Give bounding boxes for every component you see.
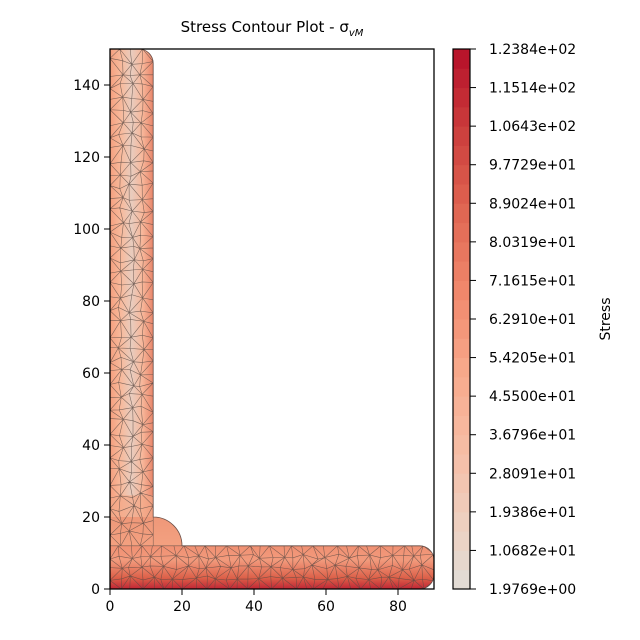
colorbar-band (453, 87, 470, 108)
y-tick-label: 140 (73, 78, 100, 94)
colorbar-band (453, 357, 470, 378)
y-tick-label: 20 (82, 510, 100, 526)
colorbar-tick-label: 9.7729e+01 (489, 158, 576, 174)
colorbar-tick-label: 1.1514e+02 (489, 81, 576, 97)
colorbar-band (453, 511, 470, 532)
mesh-lines (110, 49, 435, 589)
colorbar-tick-label: 8.9024e+01 (489, 196, 576, 212)
y-axis: 0 20 40 60 80 100 120 140 (73, 78, 110, 598)
mesh-triangles (110, 49, 435, 589)
colorbar-band (453, 68, 470, 89)
chart-title-main: Stress Contour Plot - σ (181, 18, 350, 36)
chart-title-subscript: vM (349, 28, 364, 39)
x-tick-label: 60 (317, 599, 335, 615)
colorbar-band (453, 415, 470, 436)
y-tick-label: 80 (82, 294, 100, 310)
colorbar-tick-label: 1.2384e+02 (489, 42, 576, 58)
chart-title: Stress Contour Plot - σvM (181, 18, 364, 39)
colorbar-tick-label: 8.0319e+01 (489, 235, 576, 251)
colorbar-band (453, 203, 470, 224)
colorbar-band (453, 434, 470, 455)
colorbar-band (453, 531, 470, 551)
colorbar-tick-label: 6.2910e+01 (489, 312, 576, 328)
colorbar-band (453, 126, 470, 146)
colorbar-label: Stress (598, 297, 614, 340)
colorbar-tick-label: 5.4205e+01 (489, 351, 576, 367)
colorbar-tick-label: 4.5500e+01 (489, 389, 576, 405)
colorbar-band (453, 492, 470, 513)
colorbar-band (453, 473, 470, 494)
colorbar: 1.9769e+00 1.0682e+01 1.9386e+01 2.8091e+01… (452, 42, 576, 598)
colorbar-band (453, 319, 470, 339)
colorbar-tick-label: 3.6796e+01 (489, 428, 576, 444)
l-section-contour (109, 48, 435, 590)
y-tick-label: 100 (73, 222, 100, 238)
x-axis: 0 20 40 60 80 (106, 589, 407, 615)
colorbar-band (453, 299, 470, 320)
colorbar-band (453, 338, 470, 359)
colorbar-band (453, 280, 470, 301)
colorbar-tick-label: 2.8091e+01 (489, 466, 576, 482)
y-tick-label: 0 (91, 582, 100, 598)
colorbar-band (453, 164, 470, 185)
colorbar-band (453, 241, 470, 262)
colorbar-band (453, 145, 470, 166)
colorbar-band (453, 569, 470, 590)
x-tick-label: 0 (106, 599, 115, 615)
colorbar-band (453, 376, 470, 397)
colorbar-band (453, 261, 470, 281)
x-tick-label: 20 (173, 599, 191, 615)
y-tick-label: 40 (82, 438, 100, 454)
colorbar-band (453, 454, 470, 474)
colorbar-band (453, 184, 470, 204)
colorbar-tick-label: 1.0643e+02 (489, 119, 576, 135)
y-tick-label: 120 (73, 150, 100, 166)
colorbar-band (453, 396, 470, 416)
y-tick-label: 60 (82, 366, 100, 382)
colorbar-tick-label: 1.0682e+01 (489, 543, 576, 559)
plot-area-frame (109, 48, 435, 590)
colorbar-tick-label: 7.1615e+01 (489, 273, 576, 289)
colorbar-band (453, 106, 470, 127)
x-tick-label: 80 (389, 599, 407, 615)
colorbar-band (453, 49, 470, 69)
colorbar-tick-label: 1.9386e+01 (489, 505, 576, 521)
colorbar-band (453, 222, 470, 243)
section-outline (109, 48, 435, 590)
colorbar-band (453, 550, 470, 571)
colorbar-tick-label: 1.9769e+00 (489, 582, 576, 598)
x-tick-label: 40 (245, 599, 263, 615)
